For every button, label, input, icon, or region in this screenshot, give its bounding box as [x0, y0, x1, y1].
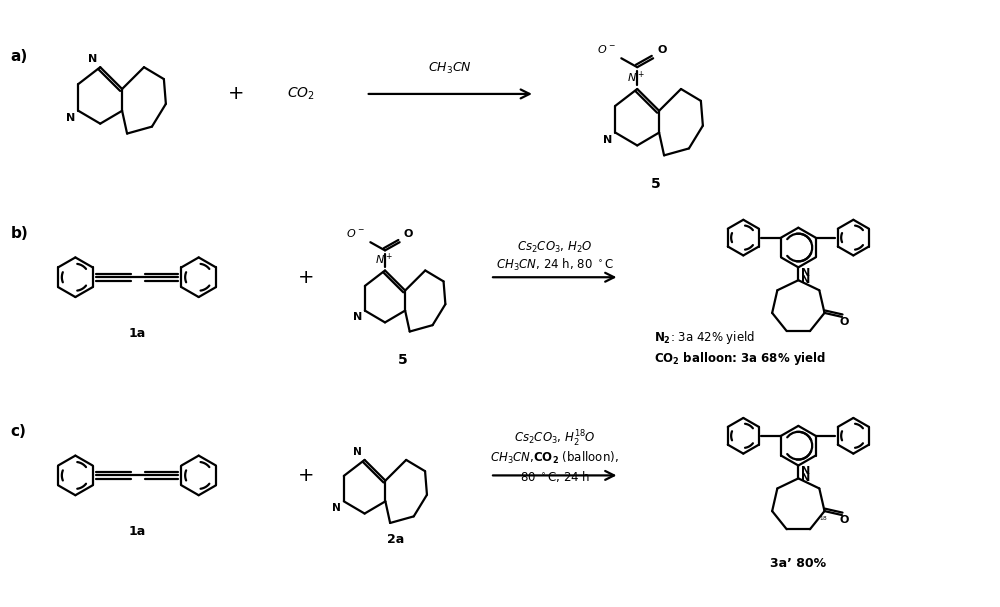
Text: 1a: 1a [128, 525, 146, 538]
Text: N: N [88, 54, 97, 64]
Text: c): c) [11, 424, 27, 439]
Text: +: + [298, 268, 314, 287]
Text: N: N [332, 503, 341, 513]
Text: N: N [801, 467, 811, 476]
Text: O: O [657, 46, 666, 55]
Text: 1a: 1a [128, 327, 146, 340]
Text: N: N [353, 313, 362, 322]
Text: $CH_3CN$,$\mathbf{CO_2}$ (balloon),: $CH_3CN$,$\mathbf{CO_2}$ (balloon), [490, 450, 619, 467]
Text: O: O [840, 317, 849, 327]
Text: $\mathbf{N_2}$: 3a 42% yield: $\mathbf{N_2}$: 3a 42% yield [654, 329, 755, 346]
Text: O: O [840, 515, 849, 525]
Text: 80 $^\circ$C, 24 h: 80 $^\circ$C, 24 h [520, 469, 590, 484]
Text: $O^-$: $O^-$ [346, 228, 365, 240]
Text: N: N [353, 447, 362, 457]
Text: a): a) [11, 49, 28, 64]
Text: $^{18}$: $^{18}$ [819, 515, 828, 524]
Text: $CH_3CN$, 24 h, 80 $^\circ$C: $CH_3CN$, 24 h, 80 $^\circ$C [496, 257, 614, 273]
Text: $Cs_2CO_3$, $H_2^{18}O$: $Cs_2CO_3$, $H_2^{18}O$ [514, 429, 596, 449]
Text: N: N [603, 135, 612, 144]
Text: $CO_2$: $CO_2$ [287, 86, 315, 102]
Text: $\mathbf{CO_2}$ balloon: 3a 68% yield: $\mathbf{CO_2}$ balloon: 3a 68% yield [654, 350, 826, 367]
Text: $Cs_2CO_3$, $H_2O$: $Cs_2CO_3$, $H_2O$ [517, 240, 593, 256]
Text: +: + [228, 84, 245, 103]
Text: N: N [66, 113, 75, 123]
Text: +: + [298, 466, 314, 485]
Text: 3a’ 80%: 3a’ 80% [770, 557, 826, 569]
Text: 2a: 2a [387, 533, 404, 546]
Text: $N^+$: $N^+$ [627, 70, 645, 85]
Text: N: N [801, 473, 811, 483]
Text: b): b) [11, 226, 28, 241]
Text: 5: 5 [651, 177, 661, 191]
Text: N: N [801, 275, 811, 285]
Text: 5: 5 [398, 353, 407, 367]
Text: $O^-$: $O^-$ [597, 43, 615, 55]
Text: N: N [801, 268, 811, 279]
Text: O: O [403, 229, 413, 240]
Text: $CH_3CN$: $CH_3CN$ [428, 61, 472, 76]
Text: $N^+$: $N^+$ [375, 251, 393, 267]
